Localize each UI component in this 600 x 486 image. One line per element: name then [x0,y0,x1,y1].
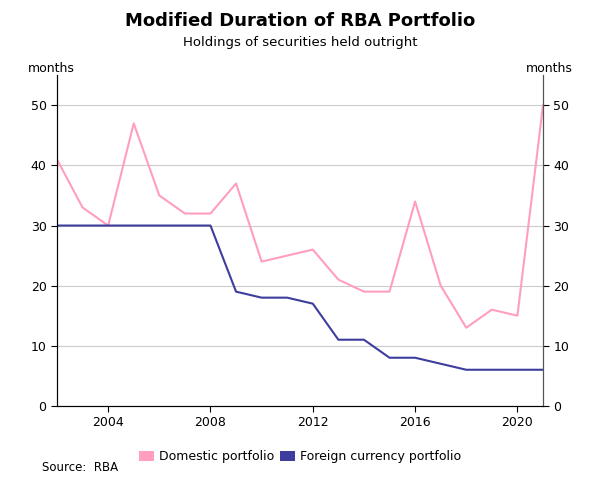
Text: Modified Duration of RBA Portfolio: Modified Duration of RBA Portfolio [125,12,475,30]
Text: Holdings of securities held outright: Holdings of securities held outright [183,36,417,50]
Legend: Domestic portfolio, Foreign currency portfolio: Domestic portfolio, Foreign currency por… [134,445,466,468]
Text: months: months [28,62,74,75]
Text: months: months [526,62,572,75]
Text: Source:  RBA: Source: RBA [42,461,118,474]
